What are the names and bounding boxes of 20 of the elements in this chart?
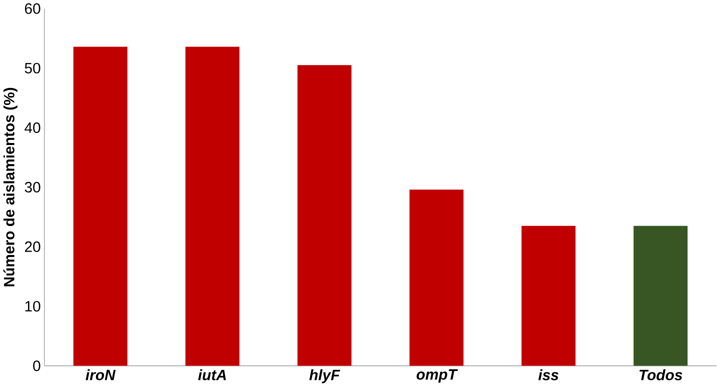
x-tick-label: iroN [86, 370, 116, 380]
y-tick-label: 60 [25, 4, 40, 14]
x-tick-label: hlyF [309, 370, 340, 384]
y-tick-label: 30 [24, 182, 40, 193]
bar [297, 65, 352, 366]
x-tick-label: ompT [416, 370, 458, 383]
y-tick-label: 0 [33, 360, 40, 372]
bar [185, 46, 240, 366]
y-axis-title: Número de aislamientos (%) [3, 88, 18, 286]
x-tick-label: Todos [640, 370, 682, 381]
bar [410, 190, 464, 366]
bar [73, 46, 128, 366]
y-tick-label: 40 [24, 122, 40, 134]
x-tick-label: iss [538, 370, 558, 380]
y-tick-label: 10 [25, 301, 40, 312]
y-tick-label: 20 [24, 242, 40, 252]
y-tick-label: 50 [24, 63, 40, 74]
x-tick-label: iutA [198, 370, 226, 380]
bar [634, 226, 688, 366]
bar [522, 226, 576, 366]
